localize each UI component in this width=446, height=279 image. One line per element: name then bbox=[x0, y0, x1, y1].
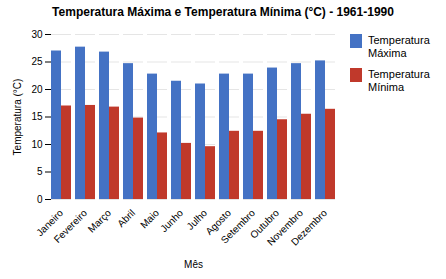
svg-text:Abril: Abril bbox=[115, 207, 137, 229]
svg-text:5: 5 bbox=[37, 166, 43, 177]
svg-text:Setembro: Setembro bbox=[219, 207, 258, 246]
html-text:Temperatura Máxima e Temperatu: Temperatura Máxima e Temperatura Mínima … bbox=[52, 5, 394, 19]
svg-text:Mês: Mês bbox=[184, 259, 203, 270]
svg-text:0: 0 bbox=[37, 194, 43, 205]
svg-text:Outubro: Outubro bbox=[247, 207, 282, 241]
svg-text:30: 30 bbox=[31, 29, 43, 40]
svg-text:Maio: Maio bbox=[138, 207, 162, 231]
svg-text:Novembro: Novembro bbox=[264, 207, 306, 248]
svg-text:Junho: Junho bbox=[158, 207, 185, 234]
svg-text:Dezembro: Dezembro bbox=[289, 207, 330, 248]
html-text:Temperatura Mínima: Temperatura Mínima bbox=[368, 68, 430, 93]
svg-text:Janeiro: Janeiro bbox=[34, 207, 66, 239]
svg-text:Março: Março bbox=[86, 207, 114, 235]
svg-text:Julho: Julho bbox=[184, 207, 210, 232]
svg-text:15: 15 bbox=[31, 111, 43, 122]
svg-text:Fevereiro: Fevereiro bbox=[52, 207, 90, 245]
svg-text:20: 20 bbox=[31, 84, 43, 95]
svg-text:10: 10 bbox=[31, 139, 43, 150]
svg-text:Temperatura (°C): Temperatura (°C) bbox=[12, 79, 23, 156]
svg-text:Agosto: Agosto bbox=[203, 207, 234, 237]
html-text:Temperatura Máxima: Temperatura Máxima bbox=[368, 34, 430, 59]
svg-text:25: 25 bbox=[31, 56, 43, 67]
